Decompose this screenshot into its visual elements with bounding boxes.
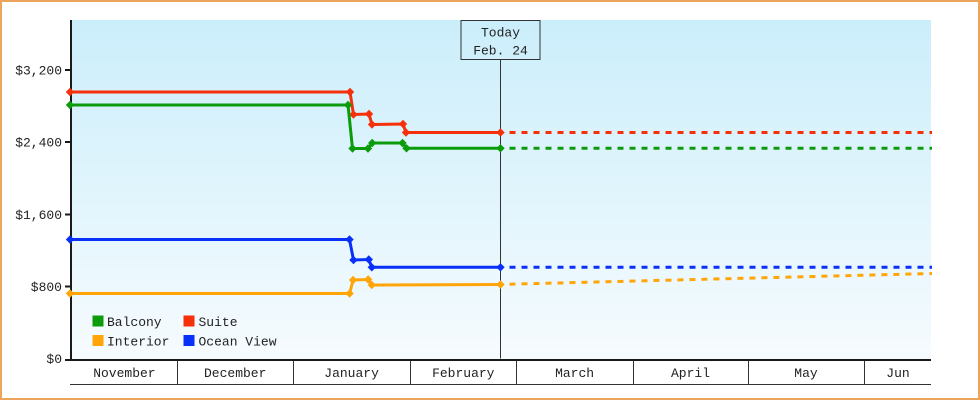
svg-text:May: May — [794, 366, 818, 381]
svg-text:Today: Today — [481, 26, 520, 41]
svg-text:Balcony: Balcony — [107, 315, 162, 330]
svg-text:December: December — [204, 366, 266, 381]
svg-text:$0: $0 — [46, 352, 62, 367]
svg-text:$800: $800 — [31, 280, 62, 295]
svg-text:Jun: Jun — [886, 366, 909, 381]
svg-text:$2,400: $2,400 — [15, 136, 62, 151]
svg-text:Interior: Interior — [107, 335, 169, 350]
svg-text:April: April — [671, 366, 710, 381]
svg-text:February: February — [432, 366, 495, 381]
svg-text:$3,200: $3,200 — [15, 64, 62, 79]
svg-text:Feb. 24: Feb. 24 — [473, 44, 528, 59]
svg-text:March: March — [555, 366, 594, 381]
svg-text:January: January — [324, 366, 379, 381]
svg-text:November: November — [93, 366, 155, 381]
svg-text:$1,600: $1,600 — [15, 208, 62, 223]
svg-text:Suite: Suite — [199, 315, 238, 330]
svg-text:Ocean View: Ocean View — [199, 335, 277, 350]
